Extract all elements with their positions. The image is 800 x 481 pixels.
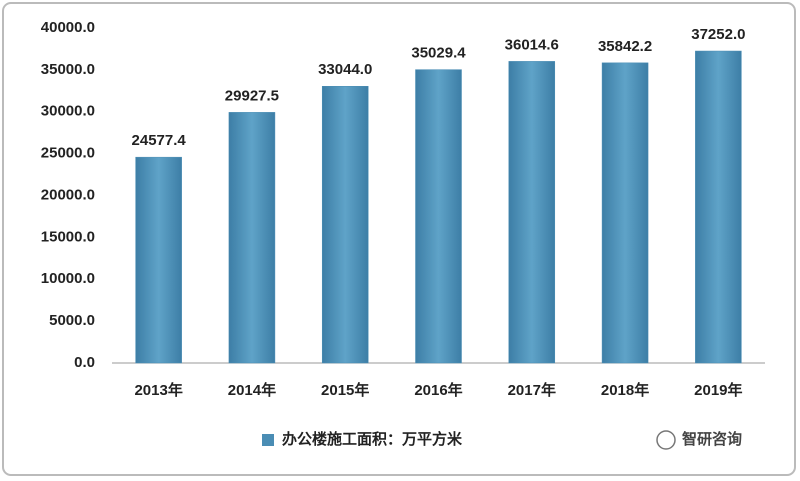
data-label: 29927.5 [225, 87, 279, 104]
y-tick-label: 30000.0 [41, 103, 95, 120]
data-label: 24577.4 [132, 132, 187, 149]
watermark: 智研咨询 [656, 430, 742, 450]
bar [415, 69, 462, 364]
watermark-icon [656, 430, 676, 450]
bar [508, 61, 556, 364]
chart-frame [2, 2, 796, 476]
watermark-text: 智研咨询 [682, 430, 742, 448]
bar [228, 112, 276, 364]
data-label: 37252.0 [691, 26, 745, 43]
y-tick-label: 5000.0 [49, 312, 95, 329]
y-tick-label: 15000.0 [41, 228, 95, 245]
legend: 办公楼施工面积：万平方米 [262, 430, 463, 448]
y-tick-label: 25000.0 [41, 145, 95, 162]
x-tick-label: 2017年 [508, 381, 556, 399]
y-tick-label: 0.0 [74, 354, 95, 371]
data-label: 33044.0 [318, 61, 372, 78]
bar [321, 86, 369, 364]
y-tick-label: 20000.0 [41, 186, 95, 203]
y-tick-label: 40000.0 [41, 19, 95, 36]
bar [695, 50, 742, 364]
legend-swatch [262, 434, 274, 446]
x-tick-label: 2019年 [694, 381, 742, 399]
bar [601, 62, 649, 364]
x-tick-label: 2013年 [134, 381, 182, 399]
x-tick-label: 2016年 [414, 381, 462, 399]
x-tick-label: 2015年 [321, 381, 369, 399]
data-label: 36014.6 [505, 36, 559, 53]
y-tick-label: 10000.0 [41, 270, 95, 287]
bar [135, 156, 182, 364]
y-tick-label: 35000.0 [41, 61, 95, 78]
x-tick-label: 2018年 [601, 381, 649, 399]
data-label: 35029.4 [411, 45, 466, 62]
legend-label: 办公楼施工面积：万平方米 [282, 430, 463, 448]
x-tick-label: 2014年 [228, 381, 276, 399]
data-label: 35842.2 [598, 38, 652, 55]
